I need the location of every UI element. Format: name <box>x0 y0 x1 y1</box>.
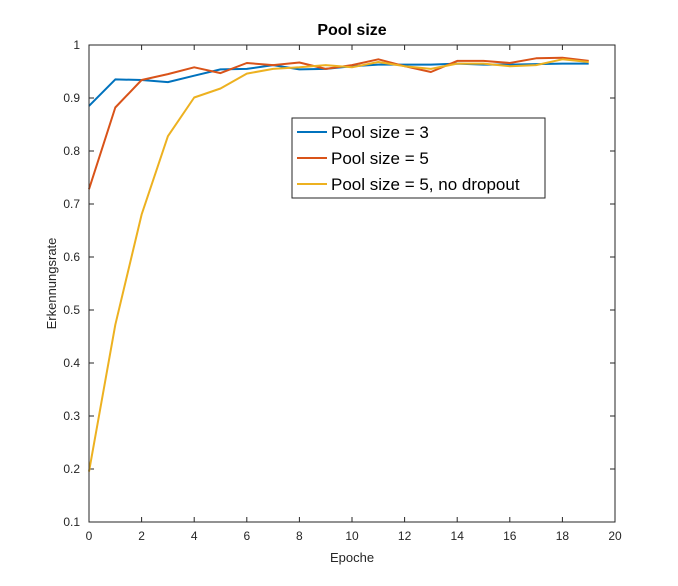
x-tick-label: 10 <box>345 529 359 543</box>
legend-entry-3: Pool size = 5, no dropout <box>331 175 520 194</box>
y-tick-label: 0.8 <box>63 144 80 158</box>
legend: Pool size = 3 Pool size = 5 Pool size = 5,… <box>291 117 546 199</box>
ticks-layer: 0 2 4 6 8 10 12 14 16 18 20 0.1 0.2 0.3 0.4 0.5 0.6 0.7 0.… <box>63 38 622 543</box>
x-tick-label: 2 <box>138 529 145 543</box>
plot-area <box>89 45 615 522</box>
x-tick-label: 14 <box>451 529 465 543</box>
y-tick-label: 1 <box>73 38 80 52</box>
legend-entry-1: Pool size = 3 <box>331 123 429 142</box>
x-tick-label: 8 <box>296 529 303 543</box>
y-tick-label: 0.1 <box>63 515 80 529</box>
legend-entry-2: Pool size = 5 <box>331 149 429 168</box>
plot-frame <box>88 44 616 523</box>
series-layer <box>88 56 589 472</box>
x-tick-label: 18 <box>556 529 570 543</box>
y-tick-label: 0.9 <box>63 91 80 105</box>
x-tick-label: 12 <box>398 529 412 543</box>
x-tick-label: 16 <box>503 529 517 543</box>
x-axis-label: Epoche <box>330 550 374 565</box>
chart-title: Pool size <box>317 22 386 39</box>
x-tick-label: 4 <box>191 529 198 543</box>
x-tick-label: 20 <box>608 529 622 543</box>
y-axis-label: Erkennungsrate <box>44 238 59 330</box>
legend-box <box>291 117 546 199</box>
y-tick-label: 0.3 <box>63 409 80 423</box>
y-tick-label: 0.5 <box>63 303 80 317</box>
x-tick-label: 0 <box>86 529 93 543</box>
y-tick-label: 0.4 <box>63 356 80 370</box>
y-tick-label: 0.6 <box>63 250 80 264</box>
y-tick-label: 0.7 <box>63 197 80 211</box>
series-line-3 <box>88 58 589 472</box>
x-tick-label: 6 <box>243 529 250 543</box>
y-tick-label: 0.2 <box>63 462 80 476</box>
